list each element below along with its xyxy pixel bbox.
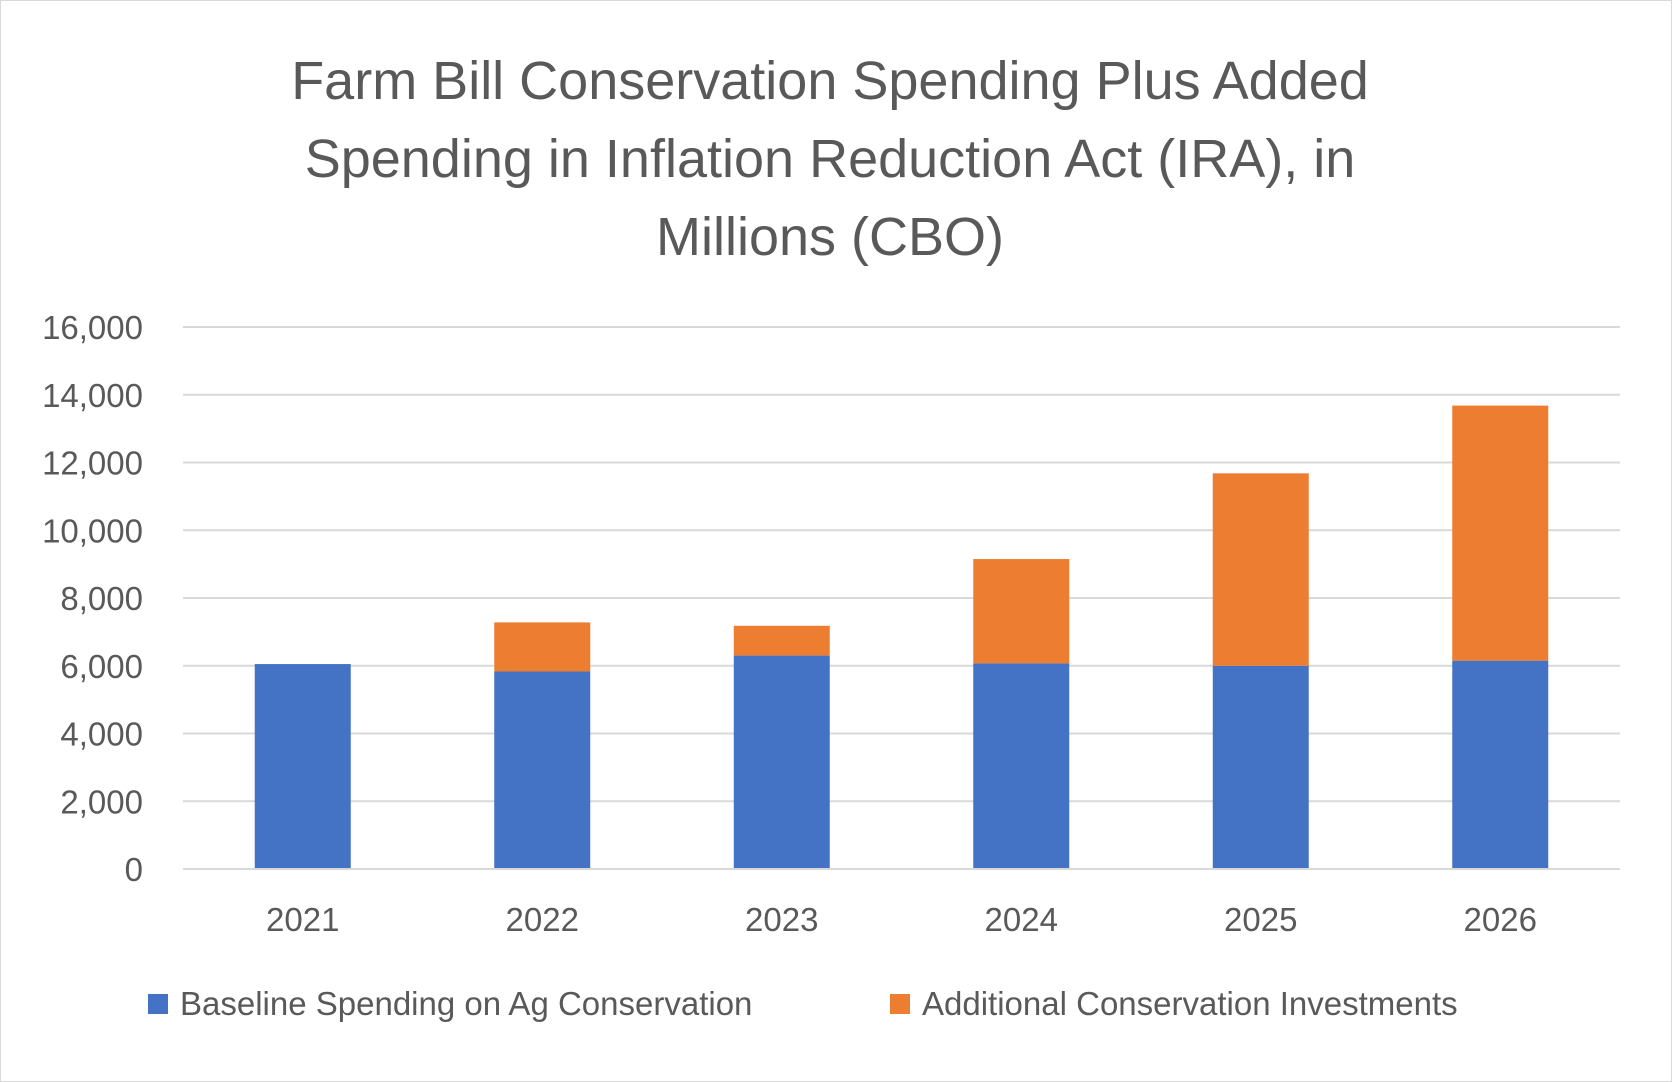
bar-additional-2026 bbox=[1452, 405, 1549, 661]
bar-baseline-2026 bbox=[1452, 660, 1549, 869]
legend-label-additional: Additional Conservation Investments bbox=[922, 985, 1458, 1022]
bar-additional-2022 bbox=[494, 622, 591, 672]
y-tick-label-5: 10,000 bbox=[42, 512, 143, 549]
legend-item-additional: Additional Conservation Investments bbox=[890, 985, 1458, 1023]
bar-baseline-2021 bbox=[254, 664, 351, 869]
chart-title-line-2: Spending in Inflation Reduction Act (IRA… bbox=[304, 129, 1356, 189]
x-tick-label-2023: 2023 bbox=[745, 901, 818, 938]
y-tick-label-0: 0 bbox=[125, 851, 143, 888]
y-tick-label-2: 4,000 bbox=[60, 716, 143, 753]
bar-additional-2025 bbox=[1212, 473, 1309, 666]
legend-swatch-additional bbox=[890, 994, 910, 1014]
y-tick-label-3: 6,000 bbox=[60, 648, 143, 685]
y-tick-label-1: 2,000 bbox=[60, 783, 143, 820]
bar-additional-2024 bbox=[973, 559, 1070, 664]
x-tick-label-2024: 2024 bbox=[985, 901, 1058, 938]
bar-baseline-2022 bbox=[494, 671, 591, 869]
legend-item-baseline: Baseline Spending on Ag Conservation bbox=[148, 985, 752, 1023]
x-tick-label-2022: 2022 bbox=[506, 901, 579, 938]
legend-label-baseline: Baseline Spending on Ag Conservation bbox=[180, 985, 753, 1022]
bar-baseline-2024 bbox=[973, 663, 1070, 869]
legend-swatch-baseline bbox=[148, 994, 168, 1014]
x-tick-label-2025: 2025 bbox=[1224, 901, 1297, 938]
bar-baseline-2025 bbox=[1212, 665, 1309, 869]
legend: Baseline Spending on Ag Conservation Add… bbox=[0, 985, 1672, 1041]
bar-additional-2023 bbox=[733, 625, 830, 656]
y-tick-label-8: 16,000 bbox=[42, 309, 143, 346]
y-tick-label-4: 8,000 bbox=[60, 580, 143, 617]
bar-baseline-2023 bbox=[733, 655, 830, 869]
y-tick-label-6: 12,000 bbox=[42, 445, 143, 482]
chart-title-line-1: Farm Bill Conservation Spending Plus Add… bbox=[291, 51, 1369, 111]
chart-title: Farm Bill Conservation Spending Plus Add… bbox=[180, 42, 1480, 276]
y-tick-label-7: 14,000 bbox=[42, 377, 143, 414]
plot-area: 0 2,000 4,000 6,000 8,000 10,000 12,000 14,000 1… bbox=[42, 309, 1620, 938]
x-tick-label-2021: 2021 bbox=[266, 901, 339, 938]
chart-title-line-3: Millions (CBO) bbox=[655, 207, 1005, 267]
x-tick-label-2026: 2026 bbox=[1464, 901, 1537, 938]
